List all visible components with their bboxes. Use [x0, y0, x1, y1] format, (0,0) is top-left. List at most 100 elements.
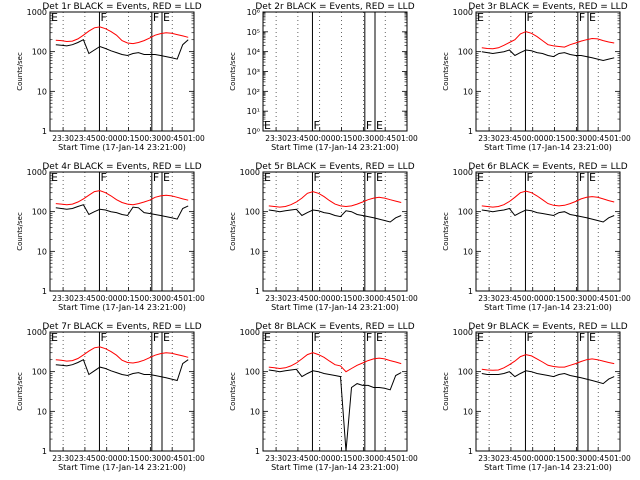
x-tick-label: 00:00 — [96, 294, 118, 303]
lld-series-line — [55, 26, 189, 45]
y-tick-label: 10² — [247, 87, 260, 96]
x-tick-label: 00:15 — [544, 454, 566, 463]
y-axis-label: Counts/sec — [229, 212, 237, 251]
x-tick-label: 01:00 — [183, 134, 205, 143]
chart-title: Det 9r BLACK = Events, RED = LLD — [468, 322, 627, 332]
y-tick-label: 1 — [42, 447, 47, 456]
y-tick-label: 10 — [250, 407, 260, 416]
x-tick-label: 00:30 — [353, 454, 375, 463]
events-series-line — [481, 49, 615, 62]
plot-frame — [49, 171, 195, 292]
y-tick-label: 10¹ — [247, 107, 260, 116]
lld-series-line — [481, 354, 615, 371]
flag-label: F — [366, 331, 372, 344]
plot-frame — [49, 331, 195, 452]
flag-label: E — [589, 331, 596, 344]
x-axis-label: Start Time (17-Jan-14 23:21:00) — [484, 303, 612, 312]
x-tick-label: 23:45 — [500, 294, 522, 303]
x-tick-label: 23:45 — [500, 134, 522, 143]
chart-title: Det 7r BLACK = Events, RED = LLD — [42, 322, 201, 332]
plot-frame — [475, 171, 621, 292]
flag-label: E — [376, 331, 383, 344]
y-tick-label: 10 — [37, 87, 47, 96]
x-tick-label: 23:45 — [500, 454, 522, 463]
events-series-line — [55, 204, 189, 220]
x-tick-label: 00:30 — [566, 454, 588, 463]
y-tick-label: 10 — [463, 407, 473, 416]
plot-frame — [475, 331, 621, 452]
x-axis-label: Start Time (17-Jan-14 23:21:00) — [58, 463, 186, 472]
events-series-line — [481, 207, 615, 223]
x-tick-label: 00:30 — [353, 294, 375, 303]
plot-frame — [262, 171, 408, 292]
x-tick-label: 23:45 — [287, 294, 309, 303]
events-series-line — [268, 208, 402, 223]
x-tick-label: 01:00 — [183, 294, 205, 303]
flag-label: E — [589, 11, 596, 24]
y-tick-label: 1000 — [453, 8, 473, 17]
chart-panel: Det 5r BLACK = Events, RED = LLD 23:30 23:… — [229, 162, 418, 312]
y-tick-label: 10⁵ — [247, 28, 260, 37]
x-tick-label: 00:45 — [374, 294, 396, 303]
y-tick-label: 1 — [468, 447, 473, 456]
x-axis-label: Start Time (17-Jan-14 23:21:00) — [58, 303, 186, 312]
flag-label: F — [313, 119, 319, 132]
flag-label: E — [51, 331, 58, 344]
x-tick-label: 00:45 — [161, 134, 183, 143]
flag-label: E — [376, 171, 383, 184]
chart-title: Det 6r BLACK = Events, RED = LLD — [468, 162, 627, 172]
x-tick-label: 01:00 — [609, 134, 631, 143]
flag-label: E — [264, 331, 271, 344]
y-tick-label: 1 — [255, 287, 260, 296]
y-tick-label: 10 — [37, 247, 47, 256]
chart-title: Det 1r BLACK = Events, RED = LLD — [42, 2, 201, 12]
y-tick-label: 1000 — [27, 168, 47, 177]
lld-series-line — [481, 190, 615, 208]
x-axis-label: Start Time (17-Jan-14 23:21:00) — [484, 463, 612, 472]
chart-title: Det 5r BLACK = Events, RED = LLD — [255, 162, 414, 172]
x-tick-label: 00:15 — [118, 294, 140, 303]
chart-panel: Det 1r BLACK = Events, RED = LLD 23:30 23:… — [16, 2, 205, 152]
x-tick-label: 23:45 — [287, 134, 309, 143]
x-tick-label: 01:00 — [396, 134, 418, 143]
y-tick-label: 10 — [463, 247, 473, 256]
y-axis-label: Counts/sec — [442, 372, 450, 411]
x-tick-label: 23:30 — [265, 454, 287, 463]
x-axis-label: Start Time (17-Jan-14 23:21:00) — [271, 143, 399, 152]
chart-title: Det 2r BLACK = Events, RED = LLD — [255, 2, 414, 12]
y-tick-label: 10 — [37, 407, 47, 416]
plot-frame — [262, 331, 408, 452]
x-tick-label: 00:30 — [140, 454, 162, 463]
y-tick-label: 1 — [42, 127, 47, 136]
x-tick-label: 00:30 — [566, 294, 588, 303]
x-tick-label: 00:30 — [140, 294, 162, 303]
x-tick-label: 23:30 — [52, 134, 74, 143]
chart-panel: Det 6r BLACK = Events, RED = LLD 23:30 23:… — [442, 162, 631, 312]
flag-label: F — [100, 11, 106, 24]
flag-label: F — [313, 171, 319, 184]
flag-label: F — [153, 11, 159, 24]
flag-label: E — [51, 11, 58, 24]
y-tick-label: 1 — [42, 287, 47, 296]
y-tick-label: 10 — [463, 87, 473, 96]
x-tick-label: 00:15 — [331, 454, 353, 463]
y-tick-label: 100 — [32, 208, 47, 217]
y-tick-label: 1 — [468, 287, 473, 296]
x-tick-label: 00:00 — [96, 454, 118, 463]
lld-series-line — [268, 191, 402, 208]
y-tick-label: 100 — [245, 208, 260, 217]
x-axis-label: Start Time (17-Jan-14 23:21:00) — [271, 463, 399, 472]
chart-title: Det 8r BLACK = Events, RED = LLD — [255, 322, 414, 332]
x-tick-label: 00:00 — [309, 294, 331, 303]
lld-series-line — [55, 346, 189, 364]
x-tick-label: 00:45 — [587, 454, 609, 463]
x-tick-label: 23:30 — [265, 294, 287, 303]
y-tick-label: 10³ — [247, 68, 260, 77]
flag-label: F — [366, 119, 372, 132]
x-tick-label: 00:45 — [374, 134, 396, 143]
chart-title: Det 3r BLACK = Events, RED = LLD — [468, 2, 627, 12]
y-tick-label: 10 — [250, 247, 260, 256]
y-tick-label: 100 — [245, 368, 260, 377]
x-axis-label: Start Time (17-Jan-14 23:21:00) — [484, 143, 612, 152]
